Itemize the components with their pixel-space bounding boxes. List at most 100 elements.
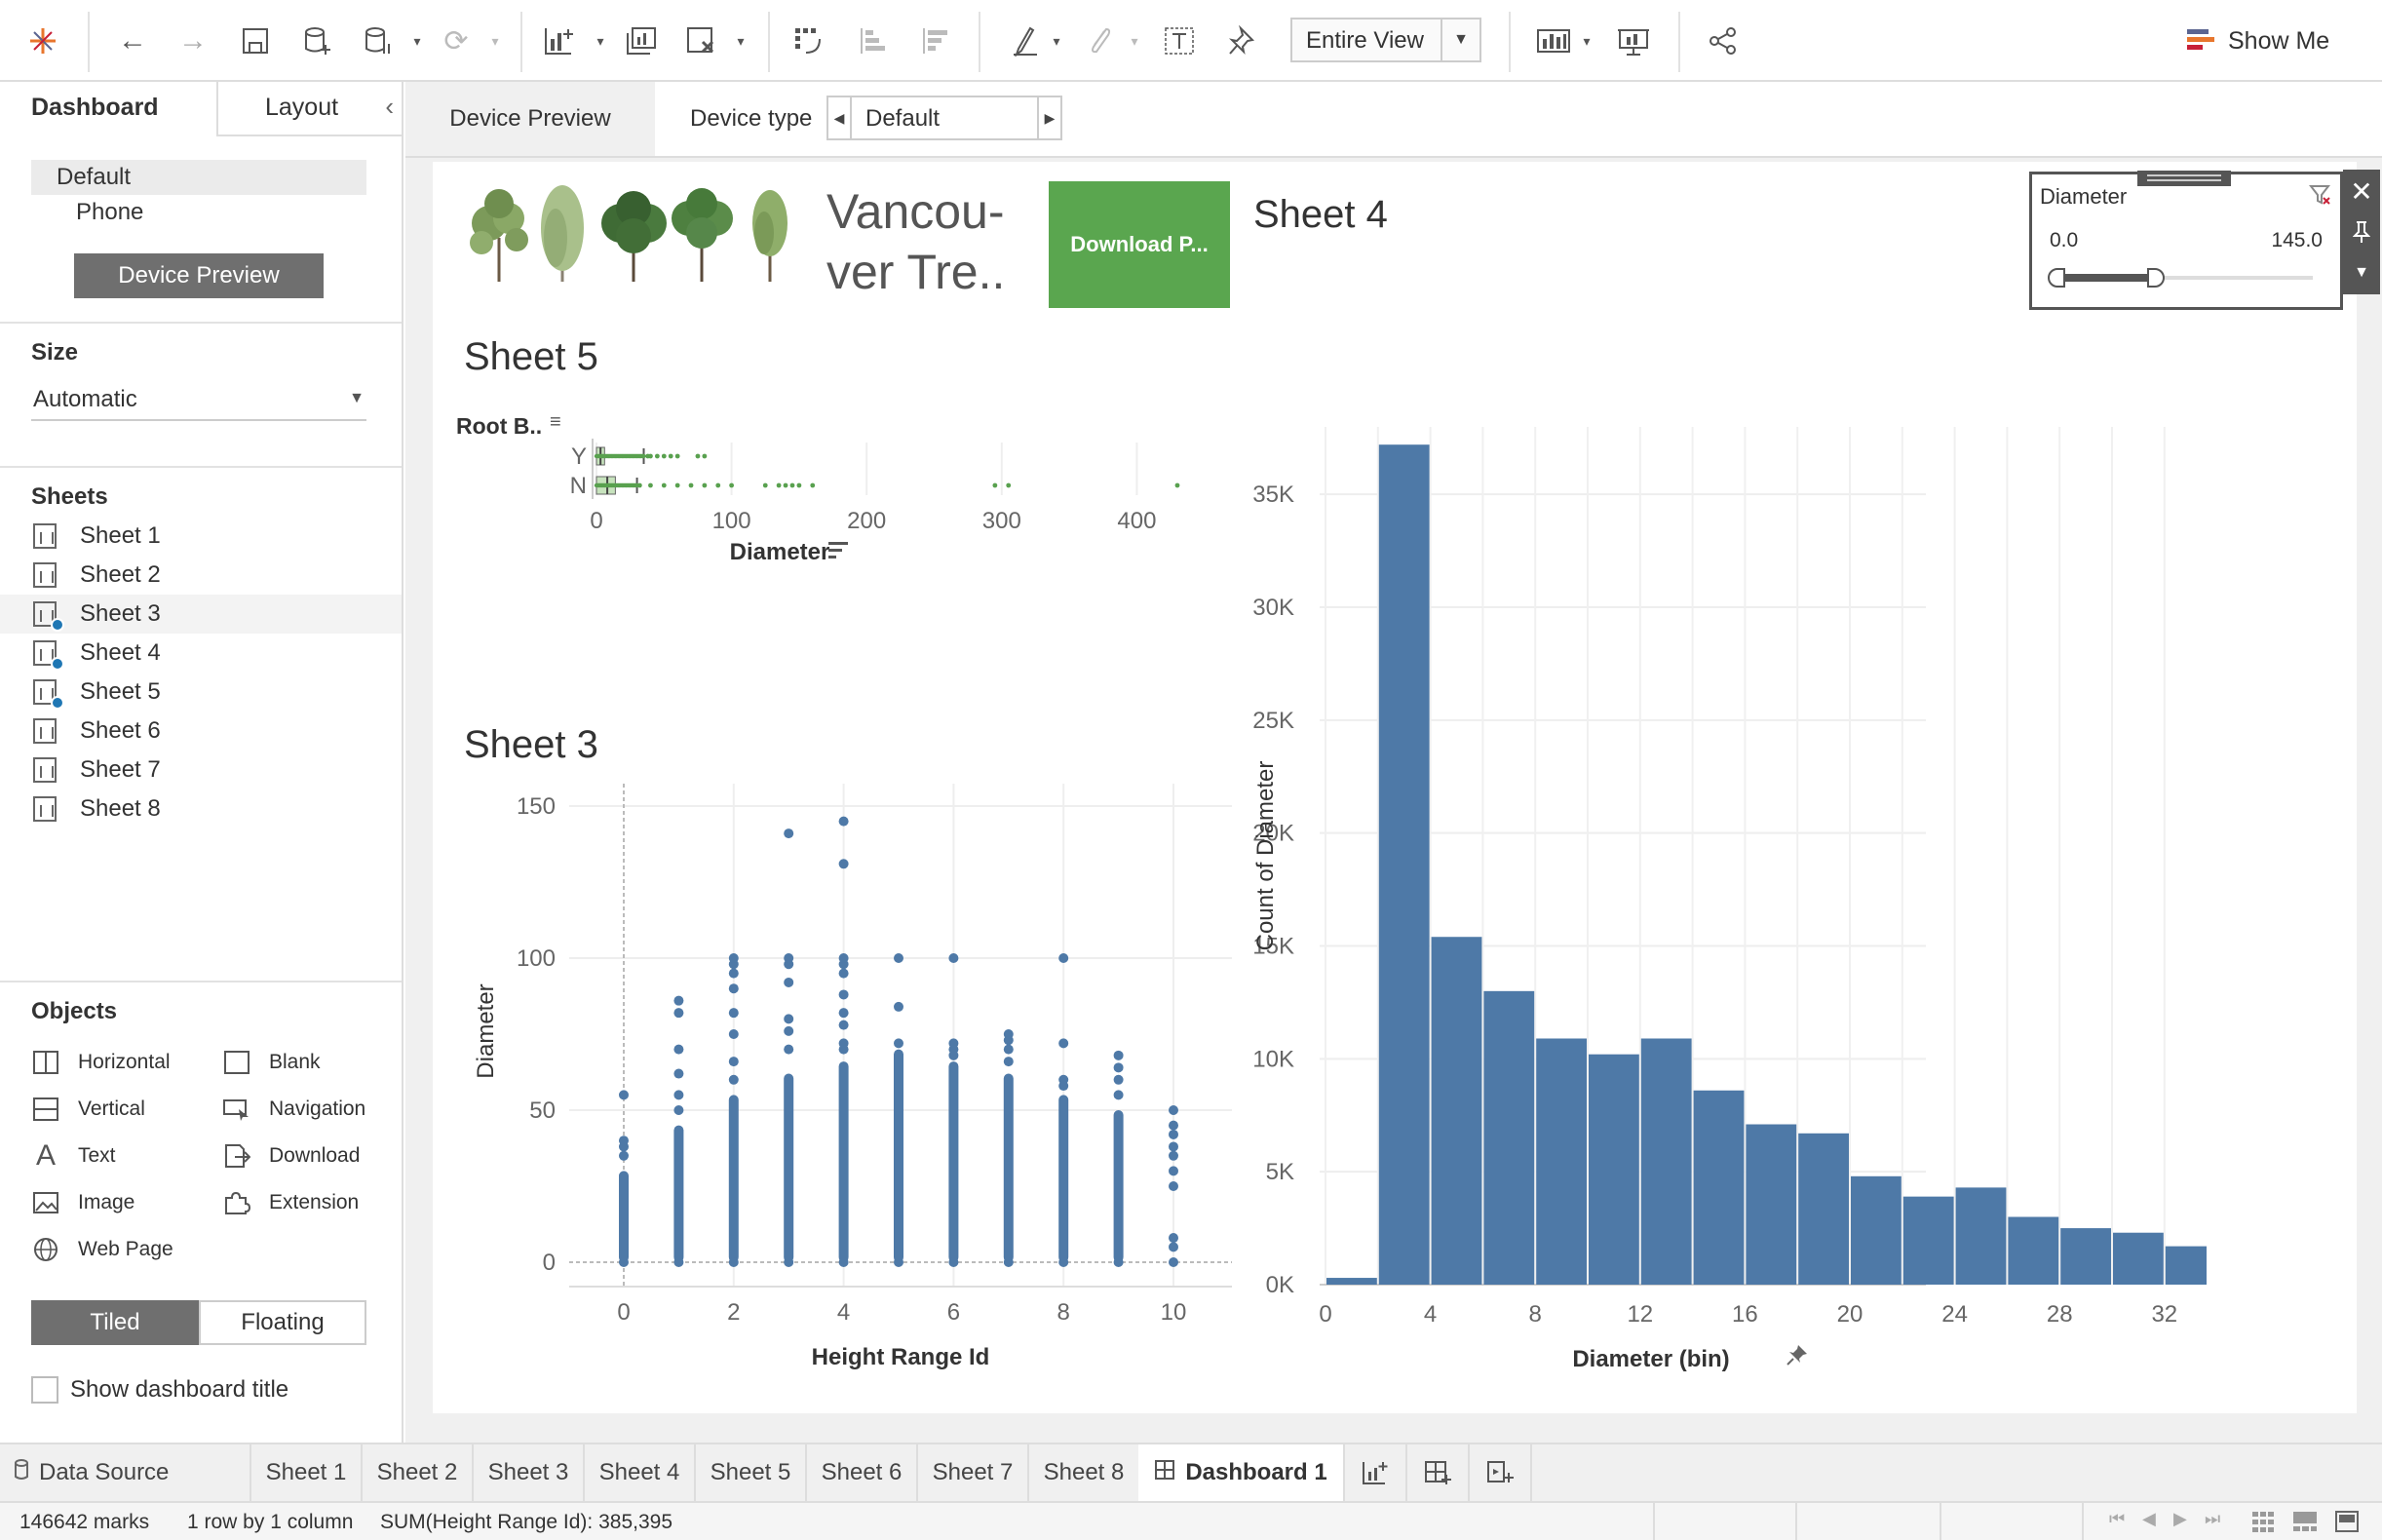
- tab-dashboard-1[interactable]: Dashboard 1: [1138, 1444, 1345, 1501]
- device-item-default[interactable]: Default: [31, 160, 366, 195]
- tab-data-source[interactable]: Data Source: [0, 1444, 251, 1501]
- sheet-tab[interactable]: Sheet 1: [251, 1444, 363, 1501]
- device-type-selector[interactable]: ◀ Default ▶: [826, 96, 1062, 140]
- data-point: [673, 1068, 684, 1079]
- clear-icon[interactable]: [680, 19, 723, 62]
- sort-icon: [828, 542, 848, 558]
- download-icon: [222, 1141, 251, 1171]
- undo-icon[interactable]: ←: [118, 24, 147, 57]
- close-icon[interactable]: ✕: [2350, 175, 2373, 207]
- swap-icon[interactable]: [788, 19, 830, 62]
- size-dropdown[interactable]: Automatic ▼: [31, 380, 366, 421]
- pause-updates-dropdown[interactable]: ▾: [413, 32, 421, 49]
- sheet-tab[interactable]: Sheet 3: [474, 1444, 585, 1501]
- clear-dropdown[interactable]: ▾: [737, 32, 745, 49]
- prev-page-icon[interactable]: ◀: [2142, 1509, 2156, 1528]
- save-icon[interactable]: [234, 19, 277, 62]
- presentation-icon[interactable]: [1612, 19, 1655, 62]
- download-pdf-button[interactable]: Download P...: [1049, 181, 1230, 308]
- fit-dropdown[interactable]: Entire View ▼: [1290, 18, 1481, 62]
- sheet-list-item[interactable]: Sheet 1: [0, 517, 402, 556]
- share-icon[interactable]: [1702, 19, 1745, 62]
- floating-toggle[interactable]: Floating: [199, 1300, 366, 1345]
- filter-slider-min-handle[interactable]: [2048, 268, 2065, 288]
- dense-point-band: [784, 1073, 794, 1262]
- filter-slider-track[interactable]: [2057, 276, 2313, 280]
- sort-icon[interactable]: ≡: [550, 411, 561, 433]
- sheet-list-item[interactable]: Sheet 8: [0, 789, 402, 828]
- refresh-dropdown[interactable]: ▾: [491, 32, 499, 49]
- web-page-icon: [31, 1235, 60, 1264]
- device-preview-button[interactable]: Device Preview: [74, 253, 324, 298]
- new-worksheet-icon[interactable]: [538, 19, 581, 62]
- highlight-dropdown[interactable]: ▾: [1053, 32, 1060, 49]
- sheet-list-item[interactable]: Sheet 2: [0, 556, 402, 595]
- y-tick-label: 25K: [1252, 708, 1294, 734]
- pin-icon[interactable]: [1220, 19, 1263, 62]
- duplicate-icon[interactable]: [620, 19, 663, 62]
- sheet-sorter-icon[interactable]: [2251, 1511, 2275, 1538]
- drag-handle[interactable]: [2137, 171, 2231, 186]
- sort-asc-icon[interactable]: [852, 19, 895, 62]
- object-blank[interactable]: Blank: [222, 1043, 321, 1082]
- dense-point-band: [1003, 1073, 1014, 1262]
- group-dropdown[interactable]: ▾: [1131, 32, 1138, 49]
- pin-icon[interactable]: [2343, 214, 2380, 250]
- object-extension[interactable]: Extension: [222, 1183, 359, 1222]
- device-item-phone[interactable]: Phone: [31, 195, 366, 230]
- last-page-icon[interactable]: ⏭: [2205, 1509, 2221, 1528]
- device-preview-tab[interactable]: Device Preview: [405, 82, 655, 156]
- first-page-icon[interactable]: ⏮: [2109, 1509, 2126, 1528]
- y-tick-label: 50: [529, 1097, 556, 1124]
- show-dashboard-title-checkbox[interactable]: [31, 1376, 58, 1404]
- filter-min-value: 0.0: [2050, 229, 2079, 251]
- sheet-tab[interactable]: Sheet 6: [807, 1444, 918, 1501]
- labels-icon[interactable]: [1158, 19, 1201, 62]
- add-datasource-icon[interactable]: [296, 19, 339, 62]
- new-story-tab-icon[interactable]: [1470, 1444, 1532, 1501]
- sheet-tab[interactable]: Sheet 2: [363, 1444, 474, 1501]
- sheet-list-item[interactable]: Sheet 4: [0, 634, 402, 673]
- sheet-tab[interactable]: Sheet 7: [918, 1444, 1029, 1501]
- more-options-icon[interactable]: ▼: [2354, 264, 2369, 281]
- object-text[interactable]: A Text: [31, 1136, 116, 1175]
- sheet-list-item[interactable]: Sheet 3: [0, 595, 402, 634]
- refresh-icon[interactable]: ⟳: [443, 24, 469, 58]
- tab-dashboard[interactable]: Dashboard: [0, 82, 216, 136]
- show-me-button[interactable]: Show Me: [2187, 21, 2363, 60]
- object-navigation[interactable]: Navigation: [222, 1090, 365, 1129]
- filter-clear-icon[interactable]: [2308, 184, 2331, 212]
- new-dashboard-tab-icon[interactable]: [1407, 1444, 1470, 1501]
- sort-desc-icon[interactable]: [914, 19, 957, 62]
- object-download[interactable]: Download: [222, 1136, 360, 1175]
- pause-updates-icon[interactable]: [357, 19, 400, 62]
- tiled-toggle[interactable]: Tiled: [31, 1300, 199, 1345]
- tableau-logo-icon[interactable]: [21, 19, 64, 62]
- sheet-tab[interactable]: Sheet 4: [585, 1444, 696, 1501]
- filter-slider-max-handle[interactable]: [2147, 268, 2165, 288]
- group-icon[interactable]: [1078, 19, 1121, 62]
- sheet-list-item[interactable]: Sheet 6: [0, 712, 402, 751]
- tab-layout[interactable]: Layout ‹: [216, 82, 402, 136]
- chevron-right-icon[interactable]: ▶: [1037, 97, 1060, 138]
- sheet-tab[interactable]: Sheet 5: [696, 1444, 807, 1501]
- sheet-tab[interactable]: Sheet 8: [1029, 1444, 1140, 1501]
- chevron-left-icon[interactable]: ◀: [828, 97, 852, 138]
- filmstrip-icon[interactable]: [2292, 1511, 2318, 1538]
- collapse-panel-icon[interactable]: ‹: [385, 92, 394, 121]
- next-page-icon[interactable]: ▶: [2173, 1509, 2187, 1528]
- new-worksheet-tab-icon[interactable]: [1345, 1444, 1407, 1501]
- object-vertical[interactable]: Vertical: [31, 1090, 145, 1129]
- show-me-icon: [2187, 27, 2216, 55]
- redo-icon[interactable]: →: [178, 24, 208, 57]
- object-image[interactable]: Image: [31, 1183, 134, 1222]
- object-web-page[interactable]: Web Page: [31, 1230, 173, 1269]
- object-horizontal[interactable]: Horizontal: [31, 1043, 171, 1082]
- highlight-icon[interactable]: [1004, 19, 1047, 62]
- tabs-view-icon[interactable]: [2335, 1511, 2359, 1538]
- new-worksheet-dropdown[interactable]: ▾: [596, 32, 604, 49]
- sheet-list-item[interactable]: Sheet 5: [0, 673, 402, 712]
- chart-type-icon[interactable]: [1532, 19, 1575, 62]
- sheet-list-item[interactable]: Sheet 7: [0, 751, 402, 789]
- chart-type-dropdown[interactable]: ▾: [1583, 32, 1591, 49]
